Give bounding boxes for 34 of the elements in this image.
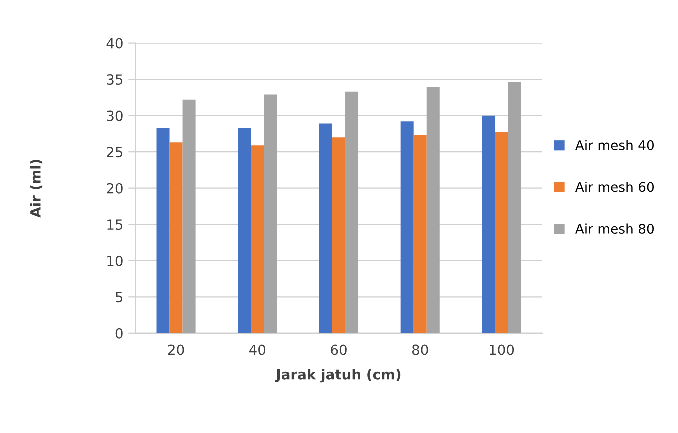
y-tick-label: 25 xyxy=(107,147,123,158)
bar xyxy=(508,82,522,334)
x-tick-label: 100 xyxy=(490,344,514,356)
bar xyxy=(482,116,496,334)
y-tick-label: 15 xyxy=(108,220,123,230)
bar xyxy=(346,92,359,334)
bar xyxy=(238,128,252,334)
bar xyxy=(332,138,346,334)
x-tick-label: 80 xyxy=(412,344,428,356)
x-tick-label: 60 xyxy=(331,344,347,356)
y-tick-label: 0 xyxy=(116,328,123,339)
bar xyxy=(156,128,170,334)
bar xyxy=(400,122,414,334)
bar xyxy=(414,135,427,334)
y-tick-label: 35 xyxy=(107,74,123,86)
bar xyxy=(426,88,440,334)
y-axis-title: Air (ml) xyxy=(30,160,43,218)
bar xyxy=(319,124,332,334)
bar xyxy=(182,100,196,334)
bar xyxy=(495,132,508,334)
bar xyxy=(170,142,183,334)
bar xyxy=(264,94,278,334)
legend-label: Air mesh 60 xyxy=(575,182,654,192)
y-tick-label: 5 xyxy=(116,292,123,303)
y-tick-label: 40 xyxy=(106,38,123,49)
bar xyxy=(251,146,264,334)
legend-label: Air mesh 40 xyxy=(575,140,654,150)
x-axis-title: Jarak jatuh (cm) xyxy=(275,369,401,383)
y-tick-label: 10 xyxy=(108,256,123,266)
legend-label: Air mesh 80 xyxy=(575,224,654,234)
y-tick-label: 20 xyxy=(107,183,123,194)
x-tick-label: 20 xyxy=(168,344,184,356)
y-tick-label: 30 xyxy=(107,110,123,122)
x-tick-label: 40 xyxy=(249,344,266,356)
